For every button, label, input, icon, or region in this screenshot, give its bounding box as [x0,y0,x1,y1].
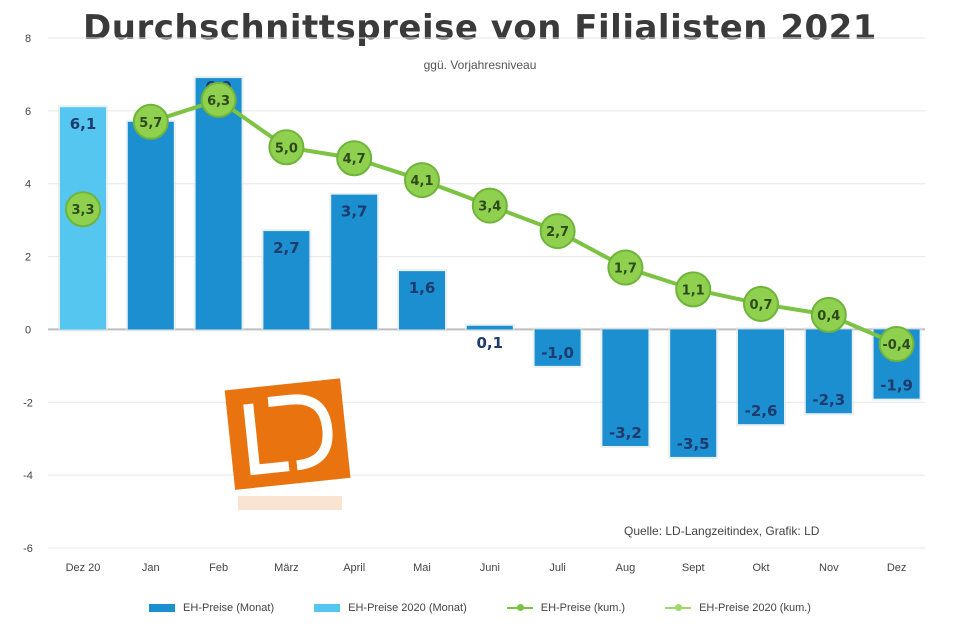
x-tick-label: Jan [142,562,160,574]
y-tick-label: 2 [25,252,31,264]
legend-label: EH-Preise 2020 (Monat) [348,602,467,614]
line-data-label: 4,7 [343,152,366,167]
x-tick-label: Juni [480,562,500,574]
legend: EH-Preise (Monat) EH-Preise 2020 (Monat)… [0,598,960,618]
x-tick-label: März [274,562,298,574]
line-point [268,129,305,166]
legend-label: EH-Preise (kum.) [540,602,626,614]
line-data-label: 3,4 [478,200,501,215]
x-tick-label: Aug [616,562,636,574]
bar-data-label: -2,6 [745,402,778,420]
line-point [336,140,373,177]
legend-label: EH-Preise (Monat) [183,602,275,614]
line-data-label: 3,3 [71,203,94,218]
line-data-label: 2,7 [546,225,569,240]
x-tick-label: Dez 20 [66,562,101,574]
bar-data-label: -3,2 [609,424,642,442]
line-point [539,213,576,250]
y-tick-label: -6 [23,543,33,555]
line-point [810,296,847,333]
y-tick-label: -2 [23,397,33,409]
bar [738,329,784,425]
bar-data-label: 0,1 [477,334,504,352]
bar-data-label: -1,9 [880,377,913,395]
bar-data-label: -2,3 [812,391,845,409]
bar [534,329,581,366]
x-tick-label: Okt [752,562,769,574]
line-point [65,191,101,228]
bar-data-label: -1,0 [541,344,574,362]
bar [602,329,649,446]
x-tick-label: Mai [413,562,431,574]
bar [127,121,174,330]
legend-label: EH-Preise 2020 (kum.) [699,602,811,614]
line-data-label: 5,7 [139,116,162,131]
x-tick-label: Juli [549,562,566,574]
chart-source: Quelle: LD-Langzeitindex, Grafik: LD [624,524,820,538]
y-tick-label: 6 [25,106,31,118]
bar [331,194,378,330]
chart-subtitle: ggü. Vorjahresniveau [423,58,537,72]
line-data-label: 5,0 [275,141,298,156]
line-point [200,81,237,118]
legend-swatch [506,603,533,613]
bar [399,271,445,330]
line-point [743,285,779,322]
line-point [132,103,169,140]
x-tick-label: Feb [209,562,228,574]
x-tick-label: Sept [682,562,705,574]
line-data-label: 0,7 [749,298,772,313]
bar [670,329,717,457]
legend-item-bar-2020: EH-Preise 2020 (Monat) [314,602,467,614]
legend-swatch [149,604,176,612]
line-data-label: 6,3 [207,94,230,109]
legend-item-line-2020: EH-Preise 2020 (kum.) [665,602,811,614]
legend-item-line-2021: EH-Preise (kum.) [506,602,626,614]
bar [195,78,242,330]
y-tick-label: 0 [25,324,31,336]
line-data-label: 4,1 [410,174,433,189]
bar-data-label: 3,7 [341,203,368,221]
x-tick-label: April [343,562,365,574]
y-tick-label: 4 [25,179,31,191]
line-point [607,249,644,286]
ld-logo [224,378,351,510]
line-point [675,271,712,308]
legend-swatch [314,604,341,612]
legend-swatch [665,603,692,613]
x-tick-label: Dez [887,562,907,574]
bar [805,329,852,414]
bar-data-label: 1,6 [409,279,436,297]
line-data-label: -0,4 [882,338,910,353]
line-point [878,326,915,362]
y-tick-label: 8 [25,33,31,45]
line-data-label: 0,4 [817,309,840,324]
bar [263,231,310,330]
bar [466,325,513,330]
y-tick-label: -4 [23,470,33,482]
line-point [471,187,508,224]
line-data-label: 1,7 [614,262,637,277]
bar-data-label: 2,7 [273,239,300,257]
chart-title: Durchschnittspreise von Filialisten 2021 [83,8,877,48]
legend-item-bar-2021: EH-Preise (Monat) [149,602,274,614]
x-tick-label: Nov [819,562,839,574]
line-data-label: 1,1 [682,283,705,298]
bar-data-label: -3,5 [677,435,710,453]
bar-data-label: 6,1 [70,115,97,133]
line-point [404,162,440,199]
